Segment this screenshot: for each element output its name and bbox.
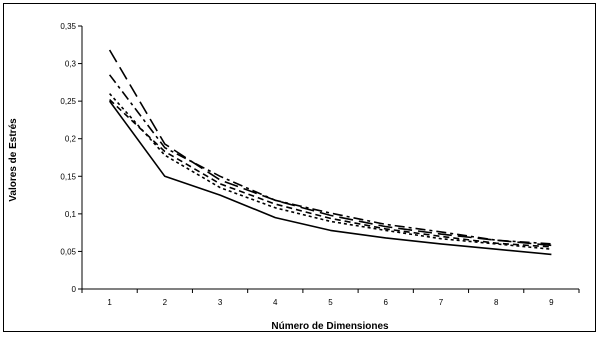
- y-tick-label: 0: [72, 285, 77, 294]
- series-line-3: [109, 99, 552, 248]
- y-tick-label: 0,35: [60, 22, 76, 31]
- plot-area: 0 0,05 0,1 0,15 0,2 0,25 0,3 0,35 1 2 3 4 5 6 7 8 9: [60, 22, 580, 307]
- y-tick-label: 0,25: [60, 97, 76, 106]
- x-tick-label: 6: [383, 298, 388, 307]
- series-line-2: [109, 93, 552, 250]
- y-tick-label: 0,15: [60, 172, 76, 181]
- x-tick-label: 7: [439, 298, 444, 307]
- x-tick-label: 1: [107, 298, 112, 307]
- x-axis-title: Número de Dimensiones: [271, 321, 389, 332]
- y-axis-title: Valores de Estrés: [8, 118, 19, 202]
- series-line-1: [108, 100, 552, 256]
- x-tick-label: 3: [218, 298, 223, 307]
- chart-frame: 0 0,05 0,1 0,15 0,2 0,25 0,3 0,35 1 2 3 4 5 6 7 8 9 Valo…: [3, 3, 596, 332]
- y-tick-label: 0,1: [65, 210, 77, 219]
- x-tick-label: 8: [494, 298, 499, 307]
- x-tick-label: 2: [163, 298, 168, 307]
- x-tick-label: 9: [549, 298, 554, 307]
- y-tick-label: 0,2: [65, 135, 77, 144]
- y-tick-label: 0,3: [65, 60, 77, 69]
- x-tick-label: 4: [273, 298, 278, 307]
- y-tick-label: 0,05: [60, 247, 76, 256]
- x-tick-label: 5: [328, 298, 333, 307]
- series-line-4: [108, 74, 552, 245]
- series-line-5: [108, 49, 552, 247]
- line-chart: 0 0,05 0,1 0,15 0,2 0,25 0,3 0,35 1 2 3 4 5 6 7 8 9 Valo…: [8, 22, 580, 332]
